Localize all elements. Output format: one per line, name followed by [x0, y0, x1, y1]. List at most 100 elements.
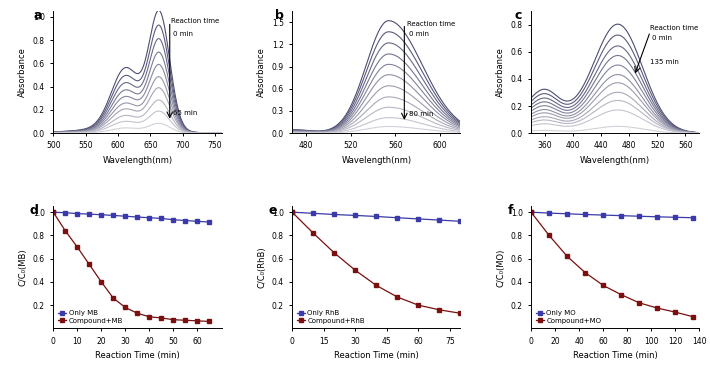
Text: Reaction time: Reaction time: [650, 25, 699, 31]
Text: e: e: [268, 204, 277, 217]
Y-axis label: C/C₀(RhB): C/C₀(RhB): [257, 246, 266, 288]
Compound+MO: [671, 310, 679, 314]
Text: b: b: [275, 8, 284, 22]
Only MB: [61, 211, 70, 215]
Compound+RhB: [393, 295, 402, 299]
Line: Compound+MO: Compound+MO: [530, 210, 695, 318]
Only MO: [671, 215, 679, 220]
Compound+MB: [205, 319, 214, 324]
Compound+MB: [49, 210, 58, 214]
Text: 65 min: 65 min: [173, 110, 197, 116]
Y-axis label: Absorbance: Absorbance: [496, 47, 505, 97]
Compound+MO: [689, 314, 698, 319]
Line: Only RhB: Only RhB: [290, 210, 462, 223]
Only MB: [157, 216, 165, 221]
Only MO: [527, 210, 535, 214]
Compound+RhB: [288, 210, 297, 214]
Only MB: [73, 211, 82, 216]
Only MO: [599, 213, 608, 217]
Compound+MB: [109, 296, 118, 300]
Compound+RhB: [351, 268, 359, 272]
Compound+MO: [527, 210, 535, 214]
Only MO: [653, 215, 662, 219]
Compound+MO: [635, 301, 643, 305]
Compound+MB: [133, 311, 141, 315]
Only MB: [181, 218, 190, 223]
Compound+RhB: [435, 308, 444, 312]
Only RhB: [414, 217, 422, 221]
Only MB: [49, 210, 58, 214]
Y-axis label: C/C₀(MO): C/C₀(MO): [496, 248, 505, 287]
Compound+MB: [181, 318, 190, 323]
Only RhB: [393, 215, 402, 220]
Line: Only MB: Only MB: [52, 210, 211, 224]
X-axis label: Wavelength(nm): Wavelength(nm): [580, 156, 650, 165]
Y-axis label: Absorbance: Absorbance: [18, 47, 27, 97]
Line: Compound+RhB: Compound+RhB: [290, 210, 462, 315]
Legend: Only RhB, Compound+RhB: Only RhB, Compound+RhB: [295, 309, 366, 325]
Only MO: [635, 214, 643, 218]
Text: a: a: [33, 8, 42, 22]
Compound+MB: [169, 317, 178, 322]
Compound+MO: [653, 306, 662, 310]
Text: 0 min: 0 min: [173, 31, 193, 37]
Only MB: [109, 213, 118, 218]
Text: d: d: [30, 204, 38, 217]
Text: 80 min: 80 min: [409, 111, 433, 117]
Text: c: c: [514, 8, 522, 22]
Compound+MO: [581, 270, 589, 275]
Compound+MB: [97, 280, 106, 284]
Only MB: [145, 215, 153, 220]
Only RhB: [330, 212, 339, 217]
Compound+MO: [617, 293, 626, 297]
Compound+MO: [545, 233, 553, 238]
Y-axis label: Absorbance: Absorbance: [257, 47, 266, 97]
Text: 0 min: 0 min: [652, 35, 672, 41]
Text: Reaction time: Reaction time: [171, 18, 219, 24]
Only RhB: [372, 214, 381, 219]
X-axis label: Reaction Time (min): Reaction Time (min): [573, 351, 657, 360]
Only MO: [617, 213, 626, 218]
X-axis label: Wavelength(nm): Wavelength(nm): [102, 156, 173, 165]
Compound+MB: [73, 245, 82, 249]
Only MB: [193, 219, 202, 224]
Only RhB: [456, 219, 464, 224]
Compound+MB: [193, 319, 202, 323]
Line: Compound+MB: Compound+MB: [52, 210, 211, 323]
Compound+MO: [599, 283, 608, 287]
X-axis label: Wavelength(nm): Wavelength(nm): [342, 156, 411, 165]
Compound+MB: [85, 262, 94, 267]
Text: 135 min: 135 min: [650, 59, 679, 65]
Only MB: [169, 217, 178, 222]
Compound+MB: [157, 316, 165, 320]
Text: 0 min: 0 min: [409, 31, 429, 37]
Compound+RhB: [414, 303, 422, 307]
Compound+RhB: [309, 231, 317, 235]
Compound+MB: [145, 314, 153, 319]
Text: f: f: [508, 204, 513, 217]
Only MO: [689, 215, 698, 220]
Text: Reaction time: Reaction time: [407, 21, 455, 27]
X-axis label: Reaction Time (min): Reaction Time (min): [334, 351, 419, 360]
Only MB: [97, 213, 106, 217]
Only MB: [85, 212, 94, 216]
Compound+MB: [61, 228, 70, 233]
Legend: Only MB, Compound+MB: Only MB, Compound+MB: [57, 309, 124, 325]
Only RhB: [351, 213, 359, 218]
Only MB: [133, 215, 141, 219]
Compound+MO: [563, 254, 572, 259]
Only RhB: [288, 210, 297, 214]
X-axis label: Reaction Time (min): Reaction Time (min): [95, 351, 180, 360]
Y-axis label: C/C₀(MB): C/C₀(MB): [18, 249, 27, 286]
Line: Only MO: Only MO: [530, 210, 695, 220]
Only MO: [563, 211, 572, 216]
Only MO: [581, 212, 589, 217]
Compound+RhB: [372, 283, 381, 287]
Only MO: [545, 211, 553, 215]
Only RhB: [435, 218, 444, 222]
Legend: Only MO, Compound+MO: Only MO, Compound+MO: [535, 309, 603, 325]
Compound+RhB: [456, 311, 464, 315]
Only MB: [121, 214, 130, 218]
Only RhB: [309, 211, 317, 215]
Only MB: [205, 220, 214, 224]
